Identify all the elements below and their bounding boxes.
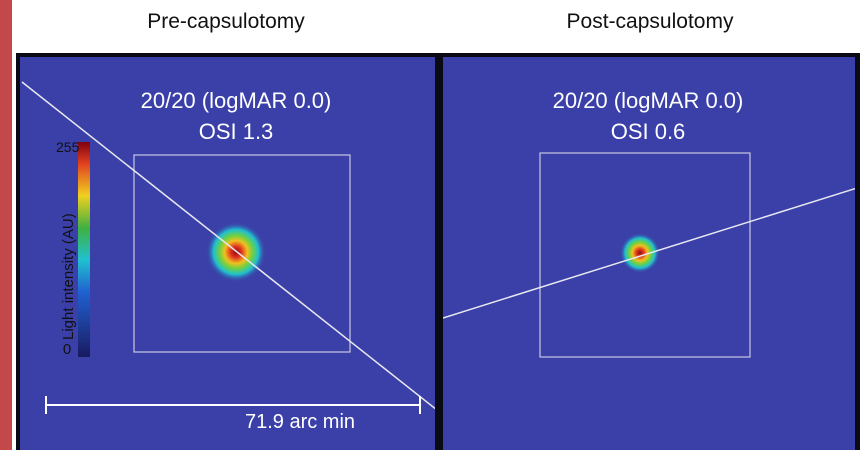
colorbar [78, 142, 90, 357]
acuity: 20/20 (logMAR 0.0) [141, 88, 332, 113]
osi: OSI 1.3 [199, 119, 274, 144]
osi: OSI 0.6 [611, 119, 686, 144]
acuity: 20/20 (logMAR 0.0) [553, 88, 744, 113]
colorbar-max: 255 [56, 139, 80, 155]
figure: Pre-capsulotomy Post-capsulotomy 20/20 (… [0, 0, 862, 450]
colorbar-min: 0 [63, 341, 71, 358]
colorbar-label: Light intensity (AU) [60, 213, 77, 340]
panel-title: Post-capsulotomy [567, 10, 734, 33]
light-spot [620, 233, 660, 273]
panel-title: Pre-capsulotomy [147, 10, 305, 33]
scale-bar-label: 71.9 arc min [245, 411, 355, 433]
page: Pre-capsulotomy Post-capsulotomy 20/20 (… [0, 0, 862, 450]
